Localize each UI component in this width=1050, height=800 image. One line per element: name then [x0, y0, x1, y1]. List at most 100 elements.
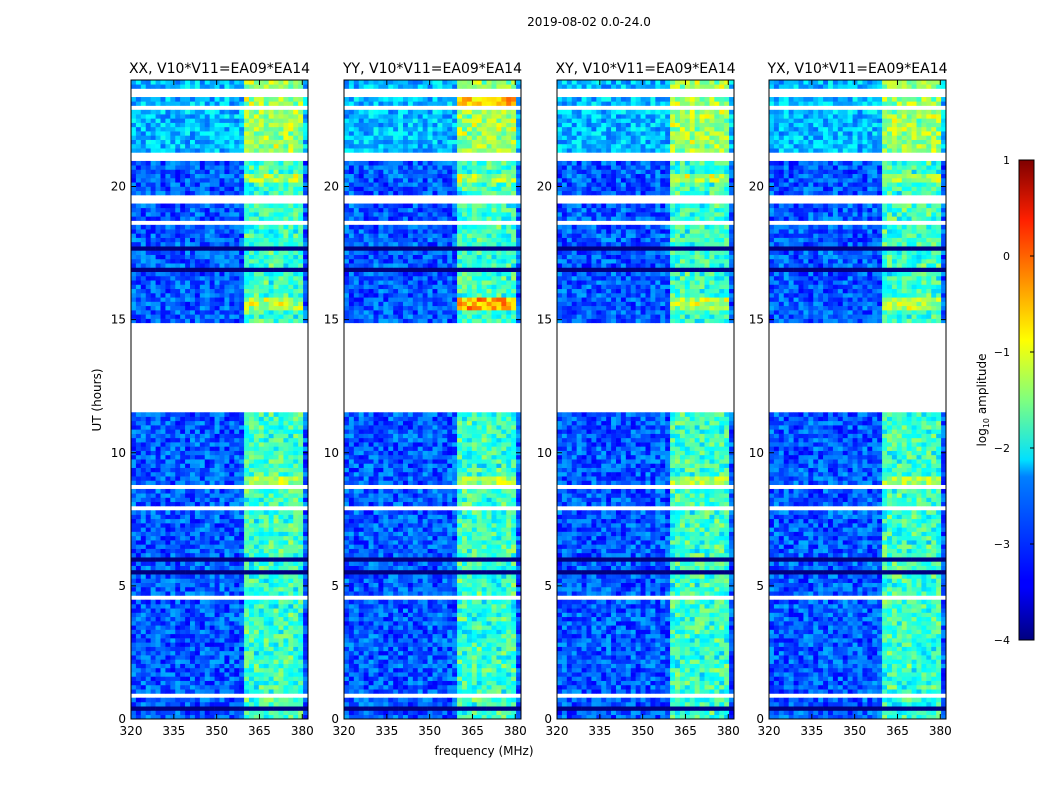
heatmap-cell	[194, 633, 201, 639]
heatmap-cell	[234, 599, 240, 605]
heatmap-cell	[160, 463, 166, 468]
heatmap-cell	[199, 446, 206, 451]
heatmap-cell	[160, 160, 166, 166]
heatmap-cell	[145, 97, 151, 102]
heatmap-cell	[204, 135, 210, 140]
heatmap-cell	[239, 463, 245, 468]
heatmap-cell	[209, 442, 215, 447]
heatmap-cell	[180, 254, 186, 260]
heatmap-cell	[135, 446, 142, 451]
heatmap-cell	[273, 190, 279, 196]
heatmap-cell	[155, 237, 161, 243]
heatmap-cell	[293, 207, 299, 213]
heatmap-cell	[253, 80, 260, 85]
heatmap-cell	[234, 701, 240, 707]
heatmap-cell	[199, 625, 206, 630]
heatmap-cell	[249, 177, 255, 183]
heatmap-cell	[135, 471, 142, 477]
heatmap-cell	[383, 701, 389, 707]
heatmap-cell	[293, 574, 299, 579]
heatmap-cell	[273, 143, 279, 149]
heatmap-cell	[140, 203, 147, 209]
heatmap-cell	[135, 114, 142, 119]
heatmap-cell	[268, 254, 274, 260]
heatmap-cell	[145, 650, 151, 656]
heatmap-cell	[135, 250, 142, 255]
heatmap-cell	[131, 173, 137, 179]
heatmap-cell	[298, 148, 304, 153]
heatmap-cell	[288, 126, 294, 132]
heatmap-cell	[145, 254, 151, 260]
heatmap-cell	[190, 552, 196, 558]
heatmap-cell	[249, 561, 255, 566]
heatmap-cell	[214, 301, 220, 307]
heatmap-cell	[234, 548, 240, 554]
heatmap-cell	[150, 212, 156, 217]
heatmap-cell	[358, 697, 364, 703]
heatmap-cell	[160, 318, 166, 324]
heatmap-cell	[194, 114, 201, 119]
heatmap-cell	[170, 250, 176, 255]
heatmap-cell	[175, 139, 181, 145]
heatmap-cell	[383, 638, 389, 643]
heatmap-cell	[253, 710, 260, 716]
heatmap-cell	[160, 437, 166, 443]
heatmap-cell	[165, 254, 171, 260]
heatmap-cell	[253, 463, 260, 468]
heatmap-cell	[303, 518, 309, 524]
heatmap-cell	[303, 275, 309, 281]
heatmap-cell	[131, 280, 137, 285]
heatmap-cell	[224, 310, 230, 315]
heatmap-cell	[145, 241, 151, 247]
heatmap-cell	[288, 603, 294, 609]
heatmap-cell	[253, 246, 260, 251]
heatmap-cell	[131, 459, 137, 464]
heatmap-cell	[190, 169, 196, 175]
heatmap-cell	[194, 650, 201, 656]
heatmap-cell	[229, 80, 235, 85]
heatmap-cell	[199, 608, 206, 613]
heatmap-cell	[268, 186, 274, 192]
heatmap-cell	[373, 680, 379, 686]
heatmap-cell	[253, 561, 260, 566]
heatmap-cell	[244, 523, 250, 528]
heatmap-cell	[268, 493, 274, 498]
heatmap-cell	[224, 650, 230, 656]
heatmap-cell	[378, 689, 384, 694]
heatmap-cell	[190, 578, 196, 583]
heatmap-cell	[135, 459, 142, 464]
heatmap-cell	[412, 642, 419, 647]
heatmap-cell	[466, 680, 473, 686]
heatmap-cell	[160, 531, 166, 537]
heatmap-cell	[303, 514, 309, 520]
heatmap-cell	[253, 122, 260, 128]
heatmap-cell	[298, 314, 304, 319]
heatmap-cell	[150, 425, 156, 430]
heatmap-cell	[268, 250, 274, 255]
heatmap-cell	[214, 527, 220, 532]
heatmap-cell	[204, 561, 210, 566]
heatmap-cell	[258, 655, 265, 660]
heatmap-cell	[229, 229, 235, 234]
heatmap-cell	[288, 684, 294, 690]
heatmap-cell	[165, 182, 171, 187]
heatmap-cell	[471, 638, 478, 643]
heatmap-cell	[273, 561, 279, 566]
heatmap-cell	[288, 663, 294, 669]
heatmap-cell	[268, 667, 274, 673]
heatmap-cell	[224, 463, 230, 468]
heatmap-cell	[150, 258, 156, 264]
heatmap-cell	[140, 697, 147, 703]
heatmap-cell	[263, 599, 269, 605]
heatmap-cell	[511, 638, 517, 643]
heatmap-cell	[145, 629, 151, 635]
heatmap-cell	[303, 561, 309, 566]
heatmap-cell	[155, 582, 161, 588]
heatmap-cell	[457, 676, 463, 681]
heatmap-cell	[476, 663, 482, 669]
heatmap-cell	[239, 480, 245, 485]
heatmap-cell	[204, 233, 210, 238]
heatmap-cell	[298, 101, 304, 106]
heatmap-cell	[180, 463, 186, 468]
heatmap-cell	[293, 616, 299, 622]
